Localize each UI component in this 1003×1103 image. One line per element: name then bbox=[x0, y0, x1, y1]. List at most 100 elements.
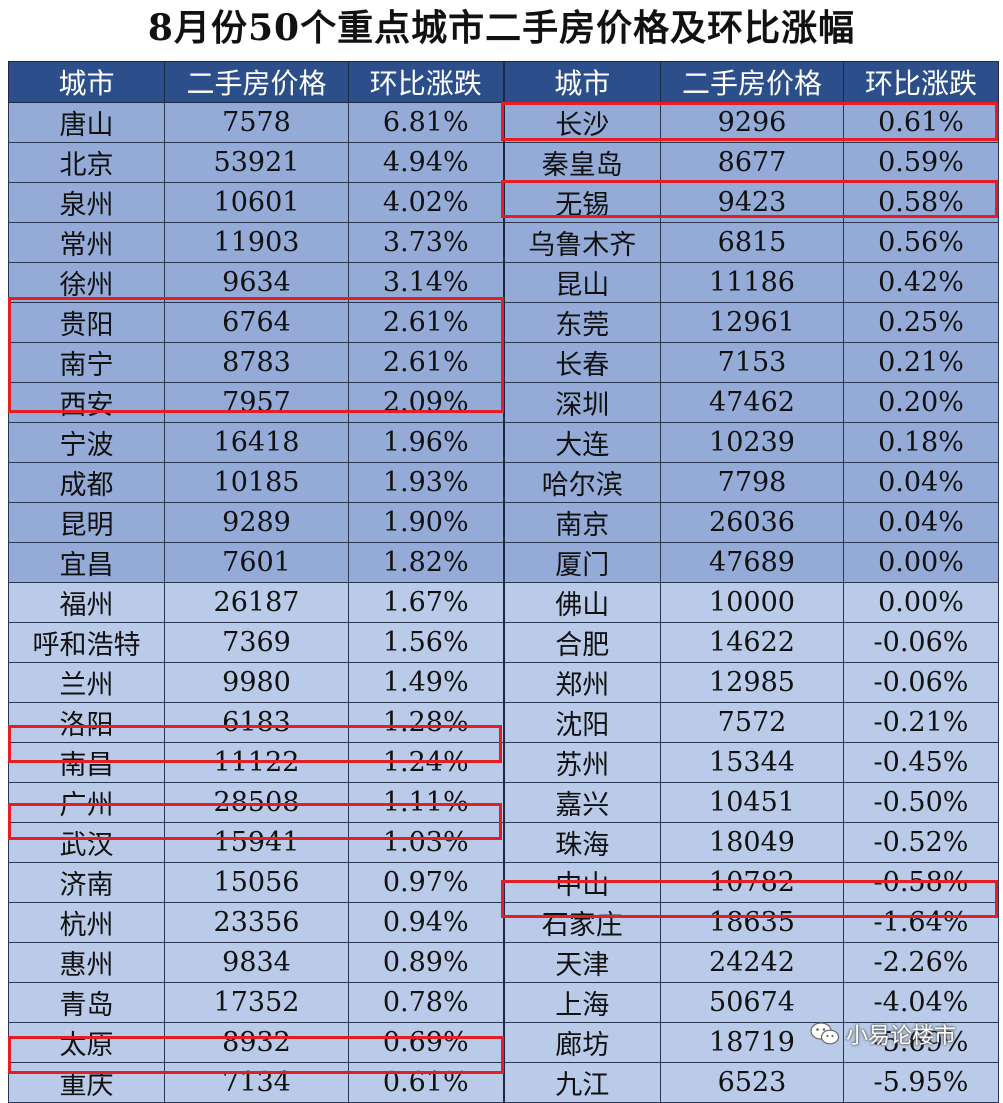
cell-city-right: 长沙 bbox=[502, 102, 661, 143]
cell-city-right: 哈尔滨 bbox=[502, 462, 661, 503]
cell-price-right: 24242 bbox=[660, 942, 844, 983]
cell-change-right: -0.58% bbox=[843, 862, 999, 903]
cell-change-left: 3.14% bbox=[348, 262, 504, 303]
cell-city-left: 杭州 bbox=[8, 902, 165, 943]
cell-city-right: 珠海 bbox=[502, 822, 661, 863]
cell-city-right: 无锡 bbox=[502, 182, 661, 223]
header-city-right: 城市 bbox=[502, 61, 661, 103]
cell-price-left: 53921 bbox=[164, 142, 349, 183]
header-city-left: 城市 bbox=[8, 61, 165, 103]
table-row: 唐山 7578 6.81% 长沙 9296 0.61% bbox=[8, 102, 999, 143]
cell-change-left: 0.94% bbox=[348, 902, 504, 943]
cell-price-right: 26036 bbox=[660, 502, 844, 543]
cell-city-right: 长春 bbox=[502, 342, 661, 383]
cell-change-right: -0.52% bbox=[843, 822, 999, 863]
cell-change-right: -2.26% bbox=[843, 942, 999, 983]
table-row: 徐州 9634 3.14% 昆山 11186 0.42% bbox=[8, 262, 999, 303]
header-change-right: 环比涨跌 bbox=[843, 61, 999, 103]
cell-change-right: 0.42% bbox=[843, 262, 999, 303]
page-title: 8月份50个重点城市二手房价格及环比涨幅 bbox=[147, 7, 856, 49]
table-row: 青岛 17352 0.78% 上海 50674 -4.04% bbox=[8, 982, 999, 1023]
cell-change-left: 0.97% bbox=[348, 862, 504, 903]
cell-city-left: 武汉 bbox=[8, 822, 165, 863]
cell-city-left: 宜昌 bbox=[8, 542, 165, 583]
cell-price-right: 18719 bbox=[660, 1022, 844, 1063]
cell-change-left: 1.28% bbox=[348, 702, 504, 743]
cell-city-left: 唐山 bbox=[8, 102, 165, 143]
cell-city-right: 乌鲁木齐 bbox=[502, 222, 661, 263]
cell-change-left: 2.09% bbox=[348, 382, 504, 423]
cell-city-right: 深圳 bbox=[502, 382, 661, 423]
cell-change-right: -0.21% bbox=[843, 702, 999, 743]
cell-price-left: 10601 bbox=[164, 182, 349, 223]
table-row: 昆明 9289 1.90% 南京 26036 0.04% bbox=[8, 502, 999, 543]
cell-price-left: 7369 bbox=[164, 622, 349, 663]
cell-price-right: 10451 bbox=[660, 782, 844, 823]
table-row: 泉州 10601 4.02% 无锡 9423 0.58% bbox=[8, 182, 999, 223]
cell-change-right: 0.58% bbox=[843, 182, 999, 223]
header-change-left: 环比涨跌 bbox=[348, 61, 504, 103]
cell-change-left: 1.93% bbox=[348, 462, 504, 503]
cell-change-left: 0.78% bbox=[348, 982, 504, 1023]
cell-price-right: 8677 bbox=[660, 142, 844, 183]
cell-city-left: 成都 bbox=[8, 462, 165, 503]
header-price-left: 二手房价格 bbox=[164, 61, 349, 103]
cell-change-left: 1.82% bbox=[348, 542, 504, 583]
cell-city-right: 廊坊 bbox=[502, 1022, 661, 1063]
cell-change-right: 0.00% bbox=[843, 542, 999, 583]
cell-city-right: 嘉兴 bbox=[502, 782, 661, 823]
table-row: 贵阳 6764 2.61% 东莞 12961 0.25% bbox=[8, 302, 999, 343]
table-row: 成都 10185 1.93% 哈尔滨 7798 0.04% bbox=[8, 462, 999, 503]
cell-change-right: 0.61% bbox=[843, 102, 999, 143]
cell-city-left: 昆明 bbox=[8, 502, 165, 543]
cell-change-right: -0.50% bbox=[843, 782, 999, 823]
cell-city-left: 洛阳 bbox=[8, 702, 165, 743]
cell-price-right: 15344 bbox=[660, 742, 844, 783]
cell-change-right: 0.21% bbox=[843, 342, 999, 383]
cell-price-left: 9289 bbox=[164, 502, 349, 543]
header-price-right: 二手房价格 bbox=[660, 61, 844, 103]
cell-change-left: 1.56% bbox=[348, 622, 504, 663]
cell-price-right: 9296 bbox=[660, 102, 844, 143]
table-row: 南昌 11122 1.24% 苏州 15344 -0.45% bbox=[8, 742, 999, 783]
cell-city-left: 北京 bbox=[8, 142, 165, 183]
cell-price-right: 10000 bbox=[660, 582, 844, 623]
table-row: 兰州 9980 1.49% 郑州 12985 -0.06% bbox=[8, 662, 999, 703]
cell-change-right: -0.06% bbox=[843, 622, 999, 663]
cell-change-right: 0.04% bbox=[843, 462, 999, 503]
cell-price-right: 10782 bbox=[660, 862, 844, 903]
cell-price-left: 28508 bbox=[164, 782, 349, 823]
cell-change-left: 1.49% bbox=[348, 662, 504, 703]
cell-price-right: 6815 bbox=[660, 222, 844, 263]
cell-city-left: 兰州 bbox=[8, 662, 165, 703]
cell-city-left: 福州 bbox=[8, 582, 165, 623]
cell-price-right: 11186 bbox=[660, 262, 844, 303]
cell-change-left: 1.11% bbox=[348, 782, 504, 823]
cell-city-right: 中山 bbox=[502, 862, 661, 903]
table-row: 宁波 16418 1.96% 大连 10239 0.18% bbox=[8, 422, 999, 463]
watermark: 小易论楼市 bbox=[810, 1015, 956, 1053]
cell-city-right: 上海 bbox=[502, 982, 661, 1023]
cell-city-right: 郑州 bbox=[502, 662, 661, 703]
table-body: 唐山 7578 6.81% 长沙 9296 0.61% 北京 53921 4.94% 秦皇岛 867… bbox=[8, 102, 999, 1103]
cell-change-left: 1.96% bbox=[348, 422, 504, 463]
cell-price-left: 23356 bbox=[164, 902, 349, 943]
cell-change-left: 4.94% bbox=[348, 142, 504, 183]
cell-city-left: 呼和浩特 bbox=[8, 622, 165, 663]
cell-change-left: 2.61% bbox=[348, 342, 504, 383]
table-row: 广州 28508 1.11% 嘉兴 10451 -0.50% bbox=[8, 782, 999, 823]
cell-city-left: 广州 bbox=[8, 782, 165, 823]
wechat-icon bbox=[810, 1022, 840, 1045]
cell-change-right: 0.25% bbox=[843, 302, 999, 343]
cell-change-left: 1.67% bbox=[348, 582, 504, 623]
cell-change-left: 1.03% bbox=[348, 822, 504, 863]
cell-price-right: 47462 bbox=[660, 382, 844, 423]
cell-change-right: -0.45% bbox=[843, 742, 999, 783]
table-row: 福州 26187 1.67% 佛山 10000 0.00% bbox=[8, 582, 999, 623]
cell-price-left: 9834 bbox=[164, 942, 349, 983]
cell-price-left: 6764 bbox=[164, 302, 349, 343]
cell-price-right: 6523 bbox=[660, 1062, 844, 1103]
cell-change-right: 0.56% bbox=[843, 222, 999, 263]
cell-change-left: 1.90% bbox=[348, 502, 504, 543]
cell-city-left: 重庆 bbox=[8, 1062, 165, 1103]
